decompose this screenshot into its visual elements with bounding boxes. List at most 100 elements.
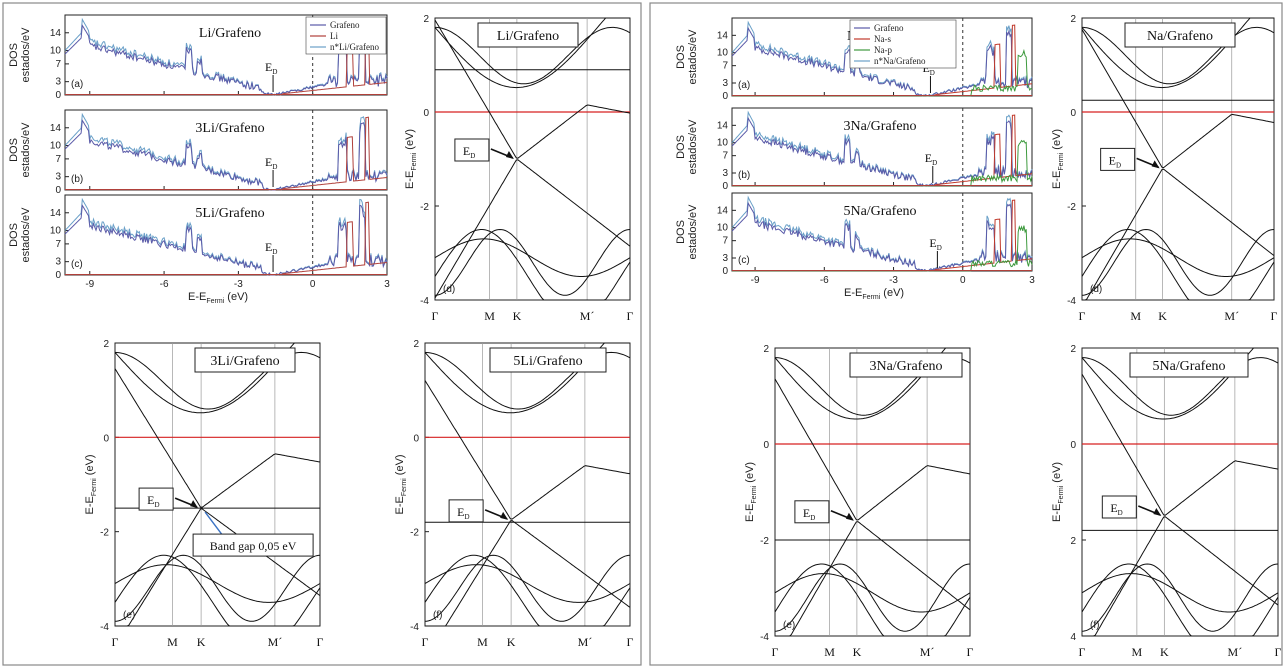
band-ylabel-unit: (eV)	[1051, 462, 1063, 486]
band-kpoint-label: Γ	[1079, 645, 1086, 659]
band-ytick-label: 4	[1070, 632, 1076, 643]
band-line	[1081, 29, 1275, 169]
band-kpoint-label: M´	[580, 309, 595, 323]
dos-ytick-label: 0	[722, 266, 728, 277]
band-line	[434, 229, 631, 301]
band-ed-arrowhead	[190, 500, 199, 509]
dos-panel-letter: (b)	[71, 174, 83, 185]
band-kpoint-label: K	[197, 635, 206, 649]
dos-panel-letter: (b)	[738, 170, 750, 181]
band-line	[114, 368, 321, 508]
dos-ytick-label: 7	[55, 239, 61, 250]
dos-xtick-label: -3	[234, 279, 243, 290]
band-title: 3Na/Grafeno	[869, 359, 942, 374]
dos-ylabel-line2: estados/eV	[687, 204, 699, 260]
dos-ytick-label: 7	[722, 151, 728, 162]
band-kpoint-label: Γ	[317, 635, 324, 649]
band-kpoint-label: Γ	[1079, 309, 1086, 323]
dos-ytick-label: 3	[55, 172, 61, 183]
band-line	[1082, 168, 1275, 301]
dos-subplot-2: 0 3 7 10 14 DOS estados/eV (c) 5Na/Grafeno ED	[675, 192, 1033, 277]
band-line	[775, 521, 971, 637]
dos-grafeno-curve	[64, 119, 388, 191]
dos-panel-letter: (a)	[71, 79, 83, 90]
band-line	[424, 564, 631, 603]
band-line	[774, 573, 971, 613]
band-frame	[424, 342, 631, 627]
band-panel-letter: (f)	[433, 610, 442, 621]
band-ytick-label: 2	[1070, 536, 1076, 547]
dos-ytick-label: 3	[722, 253, 728, 264]
band-line	[434, 19, 631, 159]
band-title: Li/Grafeno	[497, 29, 559, 44]
dos-ytick-label: 7	[55, 59, 61, 70]
band-ylabel-sub: Fermi	[401, 478, 408, 496]
band-ylabel-unit: (eV)	[394, 454, 406, 478]
dos-ytick-label: 14	[717, 30, 729, 41]
dos-ylabel-line1: DOS	[675, 45, 687, 69]
dos-total-curve	[64, 112, 388, 191]
dos-ytick-label: 0	[55, 185, 61, 196]
band-ylabel: E-EFermi (eV)	[744, 462, 758, 522]
band-ed-box	[138, 487, 174, 511]
dos-xtick-label: 0	[960, 275, 966, 286]
dos-xlabel-unit: (eV)	[880, 287, 904, 299]
li3-band-chart: Γ M K M´ Γ 2 0 -2 -4 E-EFermi (eV) 3Li/Grafeno (e) E…	[84, 339, 324, 649]
band-ylabel-unit: (eV)	[1051, 129, 1063, 153]
dos-xtick-label: 0	[310, 279, 316, 290]
band-ed-arrowhead	[845, 512, 854, 521]
band-ytick-label: 2	[413, 339, 419, 350]
band-ylabel: E-EFermi (eV)	[1051, 129, 1065, 189]
band-kpoint-label: Γ	[112, 635, 119, 649]
band-ed-arrowhead	[500, 511, 509, 520]
band-line	[774, 563, 971, 637]
band-ylabel-main: E-E	[744, 504, 756, 522]
band-ed-label-sub: D	[464, 513, 469, 521]
dos-ytick-label: 0	[55, 90, 61, 101]
dos-ylabel-line1: DOS	[8, 223, 20, 247]
band-ed-box	[1101, 495, 1137, 519]
band-ed-box	[454, 138, 490, 162]
band-gap-box	[192, 533, 314, 557]
band-title-frame	[477, 22, 579, 48]
dos-panel-title: Li/Grafeno	[199, 26, 261, 41]
band-line	[114, 554, 321, 627]
dos-ed-label: ED	[265, 60, 277, 76]
band-kpoint-label: Γ	[772, 645, 779, 659]
band-kpoint-label: Γ	[627, 635, 634, 649]
band-ed-box	[794, 500, 830, 524]
band-line	[1081, 563, 1279, 632]
dos-ytick-label: 0	[55, 270, 61, 281]
band-line	[1081, 373, 1279, 516]
dos-xlabel-main: E-E	[844, 287, 862, 299]
dos-ytick-label: 14	[717, 205, 729, 216]
dos-ed-label: ED	[925, 151, 937, 167]
band-line	[1081, 229, 1275, 301]
dos-ytick-label: 10	[50, 46, 62, 57]
band-kpoint-label: M´	[268, 635, 283, 649]
band-ytick-label: -4	[410, 622, 419, 633]
dos-ylabel-line2: estados/eV	[20, 207, 32, 263]
dos-panel-title: 3Na/Grafeno	[843, 119, 916, 134]
dos-ytick-label: 14	[50, 28, 62, 39]
band-ytick-label: 0	[423, 108, 429, 119]
band-ytick-label: -2	[1067, 202, 1076, 213]
band-kpoint-label: Γ	[1271, 309, 1278, 323]
dos-legend-entry: Li	[330, 31, 338, 41]
band-line	[434, 238, 631, 277]
dos-xtick-label: -6	[160, 279, 169, 290]
band-title: 5Li/Grafeno	[513, 354, 582, 369]
band-ed-arrowhead	[505, 151, 514, 159]
dos-ytick-label: 3	[722, 168, 728, 179]
dos-xtick-label: 3	[1029, 275, 1035, 286]
dos-subplot-1: 0 3 7 10 14 DOS estados/eV (b) 3Li/Grafeno ED	[8, 109, 388, 196]
band-ytick-label: 0	[103, 433, 109, 444]
band-ylabel-sub: Fermi	[751, 485, 758, 503]
band-ylabel-main: E-E	[404, 171, 416, 189]
band-frame	[774, 347, 971, 637]
band-gap-note: Band gap 0,05 eV	[210, 539, 297, 553]
dos-xlabel: E-EFermi (eV)	[188, 291, 248, 305]
band-line	[1081, 228, 1275, 296]
dos-panel-letter: (c)	[738, 255, 750, 266]
dos-panel-title: 3Li/Grafeno	[195, 121, 264, 136]
